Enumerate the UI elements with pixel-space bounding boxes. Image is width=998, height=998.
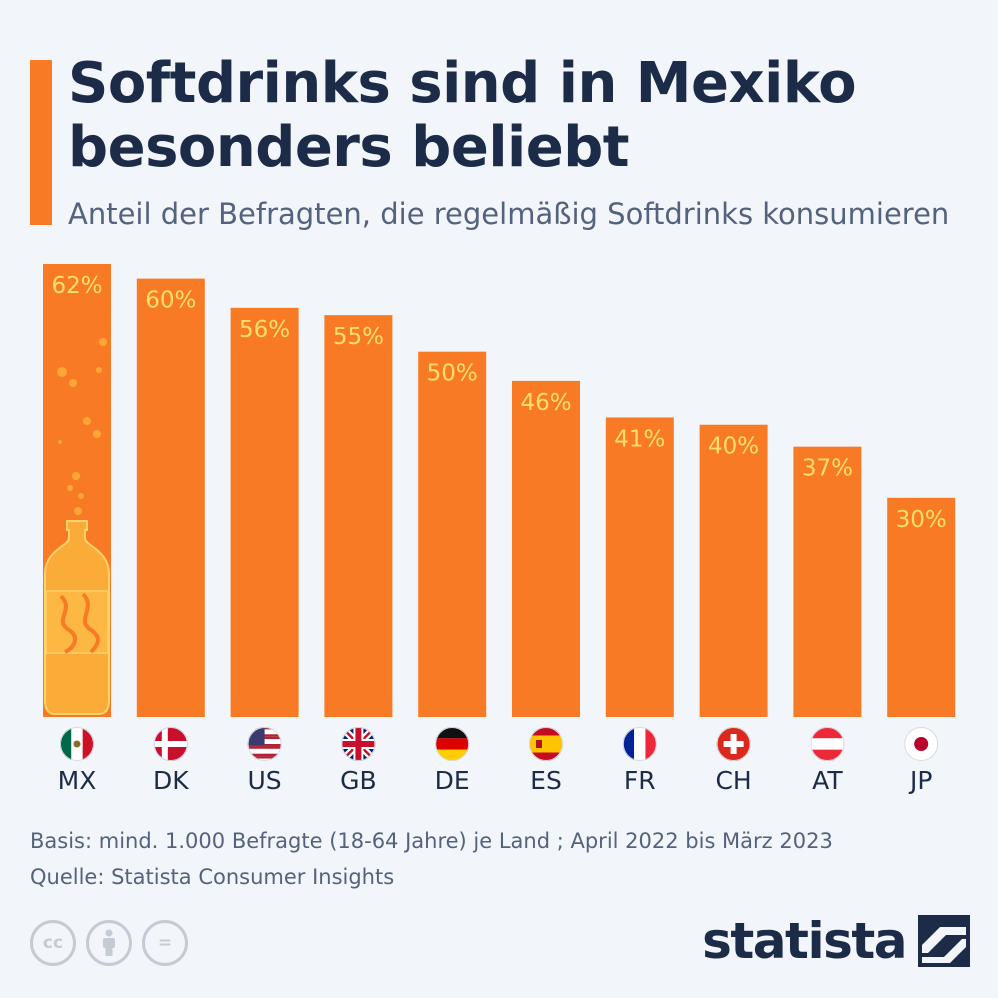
category-label-FR: FR xyxy=(624,766,656,795)
bar-value-label: 56% xyxy=(239,317,290,343)
footnote-basis: Basis: mind. 1.000 Befragte (18-64 Jahre… xyxy=(30,829,833,853)
category-label-ES: ES xyxy=(530,766,562,795)
bar-JP xyxy=(887,497,956,717)
bar-value-label: 46% xyxy=(520,390,571,416)
bar-GB xyxy=(324,315,393,717)
statista-logo[interactable]: statista xyxy=(702,912,970,970)
category-label-DE: DE xyxy=(435,766,470,795)
bar-AT xyxy=(793,446,862,717)
page-title: Softdrinks sind in Mexiko besonders beli… xyxy=(68,51,857,180)
bar-chart: 62% MX 60% DK 56% US 55% GB 50% DE 46% ES 41% FR 40% CH… xyxy=(43,264,956,795)
bar-value-label: 60% xyxy=(145,288,196,314)
bar-ES xyxy=(512,380,580,717)
bar-DE xyxy=(418,351,487,717)
title-accent-bar xyxy=(30,60,52,225)
category-label-AT: AT xyxy=(812,766,843,795)
person-icon xyxy=(103,929,115,956)
bar-value-label: 50% xyxy=(427,361,478,387)
mexico-flag-icon xyxy=(60,727,94,761)
bar-value-label: 30% xyxy=(896,507,947,533)
category-label-CH: CH xyxy=(715,766,751,795)
bar-CH xyxy=(699,424,768,717)
france-flag-icon xyxy=(622,727,657,761)
category-label-DK: DK xyxy=(153,766,189,795)
austria-flag-icon xyxy=(810,727,845,761)
license-icons: cc = xyxy=(30,920,188,966)
bar-value-label: 41% xyxy=(614,426,665,452)
category-label-GB: GB xyxy=(340,766,377,795)
footnote-source: Quelle: Statista Consumer Insights xyxy=(30,865,395,889)
statista-wordmark: statista xyxy=(702,912,907,970)
statista-mark-icon xyxy=(918,915,970,967)
bar-US xyxy=(230,307,299,717)
category-label-MX: MX xyxy=(58,766,97,795)
bar-value-label: 37% xyxy=(802,456,853,482)
bar-DK xyxy=(136,278,205,717)
bar-value-label: 62% xyxy=(51,273,102,299)
page-subtitle: Anteil der Befragten, die regelmäßig Sof… xyxy=(68,197,950,231)
no-derivatives-icon[interactable]: = xyxy=(142,920,188,966)
attribution-icon[interactable] xyxy=(86,920,132,966)
spain-flag-icon xyxy=(529,727,563,761)
bar-value-label: 40% xyxy=(708,434,759,460)
cc-icon[interactable]: cc xyxy=(30,920,76,966)
germany-flag-icon xyxy=(435,727,470,761)
usa-flag-icon xyxy=(247,727,282,761)
bottle-label-band xyxy=(45,590,109,654)
bottle-wave-decoration xyxy=(59,592,100,654)
bar-FR xyxy=(605,417,674,717)
category-label-JP: JP xyxy=(908,766,932,795)
category-label-US: US xyxy=(248,766,282,795)
bubbles-decoration xyxy=(57,338,107,515)
bar-value-label: 55% xyxy=(333,324,384,350)
